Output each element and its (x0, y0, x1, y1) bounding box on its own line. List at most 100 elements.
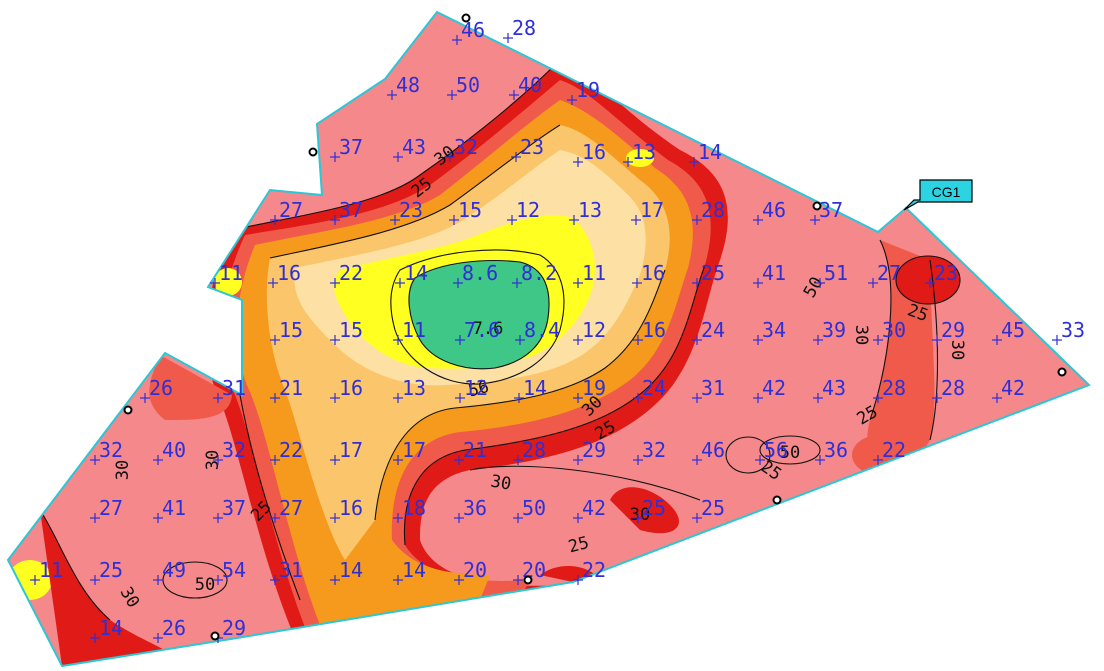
test-point: 22 (330, 261, 363, 288)
test-point: 23 (925, 261, 958, 288)
test-point-value: 13 (402, 376, 426, 400)
test-point-value: 31 (279, 558, 303, 582)
test-point: 33 (1052, 318, 1085, 345)
test-point-value: 29 (582, 438, 606, 462)
test-point-value: 14 (402, 558, 426, 582)
test-point: 14 (689, 140, 722, 167)
survey-marker (123, 405, 133, 415)
test-point: 43 (393, 135, 426, 162)
test-point: 22 (270, 438, 303, 465)
test-point: 16 (268, 261, 301, 288)
test-point: 25 (692, 261, 725, 288)
test-point: 14 (395, 261, 428, 288)
survey-markers (123, 13, 1067, 641)
test-point: 21 (270, 376, 303, 403)
test-point: 14 (514, 376, 547, 403)
test-point: 11 (30, 558, 63, 585)
test-point-value: 11 (219, 261, 243, 285)
test-point-value: 37 (819, 198, 843, 222)
test-point-value: 29 (941, 318, 965, 342)
test-point: 19 (573, 376, 606, 403)
test-point-value: 56 (764, 438, 788, 462)
test-point: 42 (573, 496, 606, 523)
test-point: 22 (573, 558, 606, 585)
test-point: 22 (873, 438, 906, 465)
test-point-value: 32 (642, 438, 666, 462)
test-point-value: 26 (162, 616, 186, 640)
test-point-value: 49 (162, 558, 186, 582)
test-point: 11 (210, 261, 243, 288)
test-point-value: 20 (463, 558, 487, 582)
test-point: 31 (692, 376, 725, 403)
test-point: 16 (330, 496, 363, 523)
test-point: 12 (455, 376, 488, 403)
test-point-value: 25 (99, 558, 123, 582)
test-point: 49 (153, 558, 186, 585)
test-point-value: 18 (402, 496, 426, 520)
callout-cg1[interactable]: CG1 (903, 179, 973, 211)
test-point: 41 (153, 496, 186, 523)
test-point-value: 19 (576, 78, 600, 102)
contour-label: 7.6 (473, 319, 504, 339)
test-point: 50 (447, 73, 480, 100)
test-point: 36 (454, 496, 487, 523)
test-point-value: 11 (39, 558, 63, 582)
test-point: 26 (153, 616, 186, 643)
test-point: 23 (390, 198, 423, 225)
test-point: 24 (633, 376, 666, 403)
contour-lines (39, 59, 961, 621)
test-point-value: 30 (882, 318, 906, 342)
test-point-value: 32 (454, 135, 478, 159)
test-point-value: 45 (1001, 318, 1025, 342)
test-point: 40 (509, 73, 542, 100)
test-point-value: 25 (701, 261, 725, 285)
test-point: 14 (90, 616, 123, 643)
test-point-value: 43 (822, 376, 846, 400)
test-point: 8.2 (512, 261, 557, 288)
test-point-value: 23 (399, 198, 423, 222)
test-point-value: 13 (632, 140, 656, 164)
test-point-value: 51 (824, 261, 848, 285)
test-points: 46 28 48 50 40 19 37 43 32 23 16 13 14 27 37 23 15 12 13 17… (30, 16, 1085, 643)
test-point: 24 (692, 318, 725, 345)
test-point-value: 24 (642, 376, 666, 400)
test-point: 50 (513, 496, 546, 523)
test-point: 17 (631, 198, 664, 225)
test-point-value: 16 (641, 261, 665, 285)
survey-marker (308, 147, 318, 157)
test-point-value: 12 (516, 198, 540, 222)
test-point: 28 (692, 198, 725, 225)
test-point: 27 (270, 198, 303, 225)
test-point-value: 17 (339, 438, 363, 462)
test-point-value: 13 (578, 198, 602, 222)
test-point: 28 (932, 376, 965, 403)
test-point-value: 34 (762, 318, 786, 342)
test-point-value: 28 (512, 16, 536, 40)
contour-label: 30 (851, 325, 871, 345)
test-point-value: 27 (279, 198, 303, 222)
test-point-value: 27 (279, 496, 303, 520)
test-point: 27 (270, 496, 303, 523)
test-point-value: 7.6 (464, 318, 500, 342)
test-point: 8.6 (453, 261, 498, 288)
test-point: 37 (330, 135, 363, 162)
test-point: 31 (213, 376, 246, 403)
test-point: 7.6 (455, 318, 500, 345)
test-point: 41 (753, 261, 786, 288)
test-point-value: 22 (882, 438, 906, 462)
test-point-value: 31 (701, 376, 725, 400)
test-point-value: 41 (162, 496, 186, 520)
test-point: 27 (90, 496, 123, 523)
test-point-value: 21 (463, 438, 487, 462)
test-point-value: 22 (279, 438, 303, 462)
test-point: 25 (633, 496, 666, 523)
test-point-value: 46 (762, 198, 786, 222)
test-point: 32 (90, 438, 123, 465)
contour-label: 30 (113, 460, 133, 480)
test-point: 30 (873, 318, 906, 345)
test-point: 42 (992, 376, 1025, 403)
test-point: 13 (623, 140, 656, 167)
test-point: 29 (932, 318, 965, 345)
test-point-value: 25 (642, 496, 666, 520)
test-point-value: 8.6 (462, 261, 498, 285)
